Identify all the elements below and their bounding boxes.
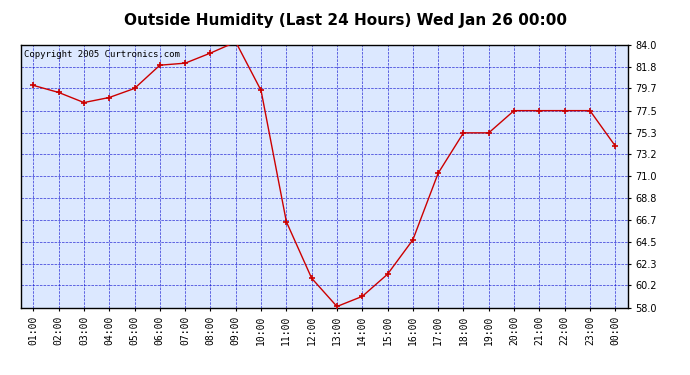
Text: Copyright 2005 Curtronics.com: Copyright 2005 Curtronics.com	[23, 50, 179, 59]
Text: Outside Humidity (Last 24 Hours) Wed Jan 26 00:00: Outside Humidity (Last 24 Hours) Wed Jan…	[124, 13, 566, 28]
